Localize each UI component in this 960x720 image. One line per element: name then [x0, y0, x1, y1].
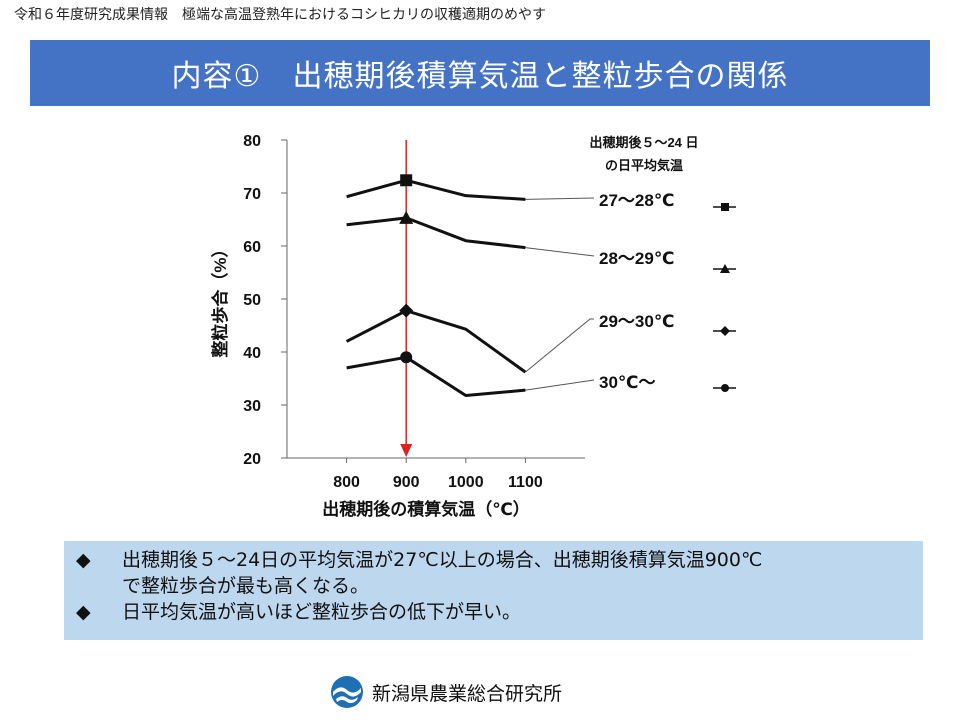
legend-marker — [721, 203, 729, 211]
series-line — [346, 216, 526, 250]
y-tick-label: 20 — [243, 451, 261, 468]
data-point-marker — [400, 174, 413, 187]
leader-line — [525, 318, 594, 373]
x-tick-label: 1000 — [448, 474, 484, 491]
y-tick-label: 60 — [243, 239, 261, 256]
series-line — [346, 355, 526, 397]
y-tick-label: 70 — [243, 186, 261, 203]
series-label: 28～29℃ — [599, 249, 674, 268]
footer: 新潟県農業総合研究所 — [330, 672, 562, 712]
legend-title: の日平均気温 — [605, 158, 683, 173]
x-tick-label: 800 — [333, 474, 360, 491]
series-label: 29～30℃ — [599, 312, 674, 331]
data-point-marker — [400, 351, 413, 364]
line-chart: 20 30 40 50 60 70 80 800 900 1000 1100 出穂期後の積算気温（℃）… — [210, 133, 736, 519]
bullet-text-line: 出穂期後５～24日の平均気温が27℃以上の場合、出穂期後積算気温900℃ — [122, 549, 763, 571]
y-tick-label: 80 — [243, 133, 261, 150]
reference-arrow-icon — [400, 444, 413, 457]
x-axis-label: 出穂期後の積算気温（℃） — [322, 499, 530, 519]
institute-logo-icon — [331, 676, 363, 708]
data-point-marker — [399, 210, 414, 224]
bullet-text-line: 日平均気温が高いほど整粒歩合の低下が早い。 — [122, 601, 522, 623]
bullet-item: ◆ 出穂期後５～24日の平均気温が27℃以上の場合、出穂期後積算気温900℃ で… — [76, 547, 913, 599]
leader-line — [525, 379, 595, 391]
data-point-marker — [399, 303, 414, 318]
y-tick-label: 30 — [243, 398, 261, 415]
page-title-text: 内容① 出穂期後積算気温と整粒歩合の関係 — [171, 59, 789, 94]
legend-marker — [720, 326, 730, 336]
x-tick-label: 900 — [393, 474, 420, 491]
diamond-bullet-icon: ◆ — [76, 601, 91, 623]
legend-marker — [721, 384, 729, 392]
y-tick-label: 50 — [243, 292, 261, 309]
series-label: 30℃～ — [599, 373, 656, 392]
series-label: 27～28℃ — [599, 191, 674, 210]
legend-title: 出穂期後５～24 日 — [589, 135, 698, 150]
bullet-text-line: で整粒歩合が最も高くなる。 — [122, 575, 370, 597]
y-axis-label: 整粒歩合（%） — [210, 240, 230, 357]
header-note: 令和６年度研究成果情報 極端な高温登熟年におけるコシヒカリの収穫適期のめやす — [14, 7, 546, 23]
summary-box: ◆ 出穂期後５～24日の平均気温が27℃以上の場合、出穂期後積算気温900℃ で… — [64, 541, 923, 640]
bullet-item: ◆ 日平均気温が高いほど整粒歩合の低下が早い。 — [76, 599, 913, 625]
x-tick-label: 1100 — [508, 474, 543, 491]
institute-name: 新潟県農業総合研究所 — [372, 682, 563, 705]
diamond-bullet-icon: ◆ — [76, 549, 91, 571]
y-tick-label: 40 — [243, 345, 261, 362]
series-line — [346, 178, 526, 201]
legend-marker — [720, 264, 730, 273]
leader-line — [525, 247, 595, 257]
series-line — [345, 309, 527, 374]
leader-line — [525, 197, 595, 200]
page-title: 内容① 出穂期後積算気温と整粒歩合の関係 — [30, 40, 930, 106]
